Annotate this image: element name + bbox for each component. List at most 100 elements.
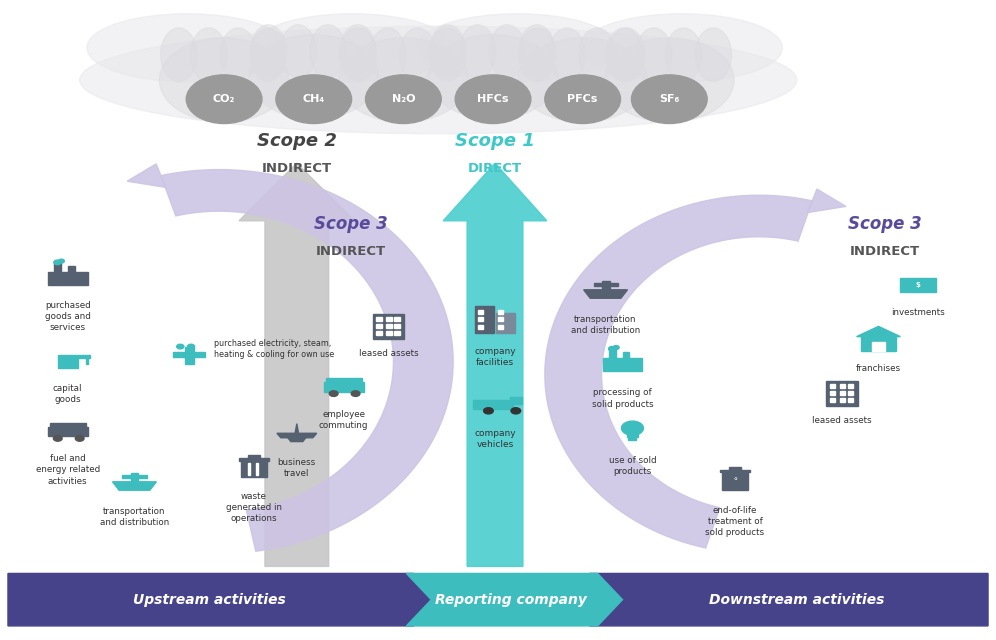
Bar (478, 325, 483, 329)
Ellipse shape (459, 25, 496, 78)
Bar (241, 461, 267, 477)
Text: purchased
goods and
services: purchased goods and services (45, 301, 91, 332)
Ellipse shape (159, 38, 289, 122)
Polygon shape (857, 326, 900, 337)
Polygon shape (113, 482, 156, 490)
Text: Downstream activities: Downstream activities (709, 593, 884, 607)
Bar (475, 306, 494, 333)
Text: Upstream activities: Upstream activities (132, 593, 286, 607)
Bar (256, 463, 258, 475)
Bar (248, 463, 250, 475)
Bar (376, 324, 382, 328)
Text: use of sold
products: use of sold products (609, 456, 656, 476)
Ellipse shape (635, 28, 672, 81)
Ellipse shape (80, 26, 797, 134)
Bar (840, 398, 846, 402)
Ellipse shape (429, 28, 465, 81)
Bar (324, 382, 364, 392)
Bar (848, 384, 854, 388)
Ellipse shape (549, 28, 586, 81)
Bar (848, 398, 854, 402)
Text: capital
goods: capital goods (53, 384, 83, 404)
Circle shape (484, 408, 493, 414)
Polygon shape (161, 170, 453, 551)
Bar (478, 317, 483, 321)
Ellipse shape (609, 28, 644, 81)
Polygon shape (239, 163, 355, 566)
Bar (376, 331, 382, 335)
Bar (872, 342, 885, 351)
Text: leased assets: leased assets (812, 416, 872, 425)
Text: Scope 3: Scope 3 (848, 215, 921, 233)
Text: PFCs: PFCs (568, 94, 598, 104)
Bar (394, 331, 400, 335)
Ellipse shape (190, 28, 227, 81)
Bar (386, 331, 392, 335)
Text: purchased electricity, steam,
heating & cooling for own use: purchased electricity, steam, heating & … (214, 339, 335, 359)
Bar (603, 358, 642, 371)
Circle shape (186, 75, 262, 124)
Polygon shape (443, 163, 547, 566)
Ellipse shape (339, 38, 468, 122)
Bar (840, 384, 846, 388)
Ellipse shape (340, 28, 376, 81)
Bar (50, 423, 86, 428)
Circle shape (187, 344, 194, 349)
Text: ♻: ♻ (733, 477, 737, 481)
Text: CH₄: CH₄ (303, 94, 325, 104)
Circle shape (622, 421, 643, 435)
Bar (626, 429, 638, 437)
Ellipse shape (370, 28, 406, 81)
Circle shape (276, 75, 352, 124)
Ellipse shape (220, 28, 257, 81)
Bar (840, 391, 846, 395)
Circle shape (59, 259, 65, 263)
Text: investments: investments (891, 308, 945, 317)
Polygon shape (545, 195, 812, 548)
Text: franchises: franchises (856, 364, 901, 372)
Ellipse shape (249, 35, 378, 119)
Ellipse shape (250, 25, 287, 78)
Ellipse shape (518, 38, 647, 122)
Text: HFCs: HFCs (477, 94, 509, 104)
Circle shape (631, 75, 707, 124)
Bar (861, 337, 896, 351)
Bar (394, 317, 400, 321)
Bar (900, 278, 936, 292)
Bar (594, 283, 618, 286)
Text: transportation
and distribution: transportation and distribution (571, 315, 640, 335)
Circle shape (511, 408, 521, 414)
Text: SF₆: SF₆ (659, 94, 679, 104)
Circle shape (54, 260, 61, 265)
Bar (498, 325, 503, 329)
Ellipse shape (399, 28, 436, 81)
Text: Reporting company: Reporting company (435, 593, 587, 607)
Bar (498, 317, 503, 321)
Bar (722, 472, 748, 490)
Polygon shape (287, 436, 307, 442)
Text: end-of-life
treatment of
sold products: end-of-life treatment of sold products (705, 506, 765, 537)
Bar (848, 391, 854, 395)
Ellipse shape (429, 25, 466, 78)
Bar (720, 470, 750, 472)
Circle shape (609, 346, 616, 351)
Text: company
facilities: company facilities (474, 347, 516, 367)
Bar (326, 378, 362, 383)
Text: INDIRECT: INDIRECT (316, 245, 385, 258)
Ellipse shape (280, 25, 317, 78)
Text: transportation
and distribution: transportation and distribution (100, 507, 169, 527)
Polygon shape (8, 573, 438, 626)
Text: employee
commuting: employee commuting (319, 410, 369, 429)
Circle shape (366, 75, 441, 124)
Polygon shape (590, 573, 988, 626)
Bar (394, 324, 400, 328)
Ellipse shape (87, 13, 288, 82)
Bar (510, 397, 522, 404)
Bar (48, 427, 88, 436)
Text: INDIRECT: INDIRECT (850, 245, 919, 258)
Bar (48, 272, 88, 285)
Bar (58, 355, 90, 358)
Circle shape (455, 75, 531, 124)
Circle shape (545, 75, 621, 124)
Ellipse shape (519, 25, 555, 78)
